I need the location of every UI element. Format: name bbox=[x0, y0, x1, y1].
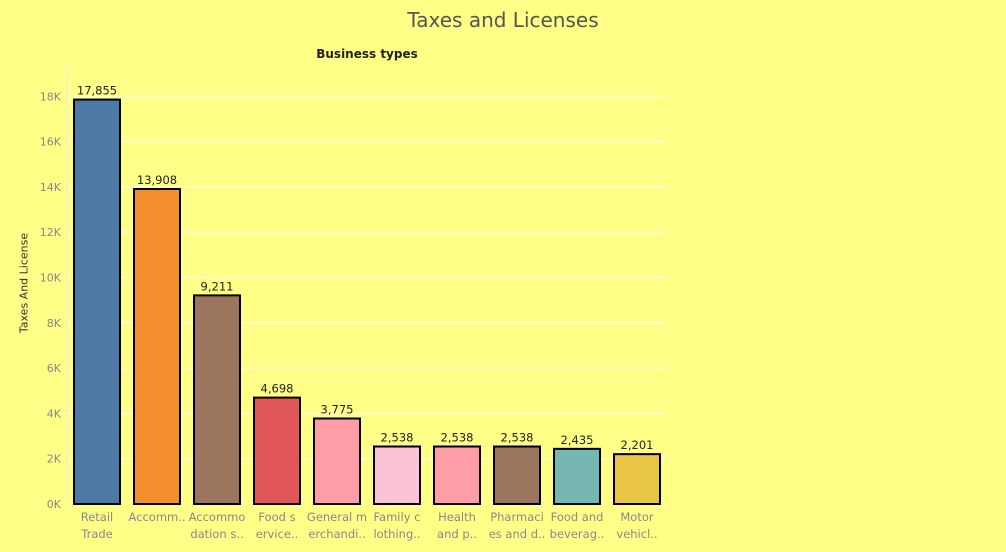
y-tick-label: 6K bbox=[47, 362, 62, 375]
y-tick-label: 12K bbox=[40, 226, 62, 239]
x-tick-label: es and d.. bbox=[489, 527, 546, 541]
bar bbox=[313, 417, 361, 505]
x-tick-label: ervice.. bbox=[256, 527, 299, 541]
x-tick-label: Health bbox=[438, 510, 476, 524]
bar bbox=[553, 447, 601, 506]
bar bbox=[253, 396, 301, 505]
data-label: 9,211 bbox=[201, 279, 234, 293]
x-tick-label: Food and bbox=[551, 510, 604, 524]
data-label: 2,538 bbox=[501, 431, 534, 445]
data-label: 2,538 bbox=[441, 431, 474, 445]
bar bbox=[433, 445, 481, 506]
x-tick-label: Trade bbox=[80, 527, 113, 541]
chart-subtitle: Business types bbox=[316, 47, 418, 61]
x-tick-label: beverag.. bbox=[550, 527, 605, 541]
chart-title: Taxes and Licenses bbox=[407, 8, 599, 32]
x-tick-label: Family c bbox=[374, 510, 421, 524]
x-tick-label: dation s.. bbox=[190, 527, 243, 541]
y-tick-label: 0K bbox=[47, 498, 62, 511]
y-tick-label: 8K bbox=[47, 317, 62, 330]
x-tick-label: Pharmaci bbox=[490, 510, 544, 524]
bar bbox=[193, 294, 241, 505]
data-label: 4,698 bbox=[261, 382, 294, 396]
data-label: 2,538 bbox=[381, 431, 414, 445]
bar bbox=[373, 445, 421, 506]
y-tick-label: 18K bbox=[40, 90, 62, 103]
x-tick-label: Food s bbox=[258, 510, 295, 524]
y-tick-label: 16K bbox=[40, 136, 62, 149]
bar bbox=[73, 98, 121, 505]
y-tick-label: 10K bbox=[40, 272, 62, 285]
bar bbox=[493, 445, 541, 506]
y-tick-label: 4K bbox=[47, 407, 62, 420]
x-tick-label: vehicl.. bbox=[616, 527, 657, 541]
x-tick-label: Motor bbox=[620, 510, 654, 524]
x-tick-label: lothing.. bbox=[373, 527, 420, 541]
bar bbox=[133, 187, 181, 505]
y-tick-label: 2K bbox=[47, 453, 62, 466]
bar bbox=[613, 453, 661, 505]
x-tick-label: General m bbox=[307, 510, 367, 524]
y-tick-label: 14K bbox=[40, 181, 62, 194]
x-tick-label: Retail bbox=[81, 510, 114, 524]
x-tick-label: erchandi.. bbox=[308, 527, 365, 541]
x-tick-label: and p.. bbox=[437, 527, 477, 541]
data-label: 2,435 bbox=[561, 433, 594, 447]
data-label: 2,201 bbox=[621, 438, 654, 452]
x-tick-label: Accomm.. bbox=[128, 510, 185, 524]
data-label: 17,855 bbox=[77, 84, 117, 98]
data-label: 13,908 bbox=[137, 173, 177, 187]
x-tick-label: Accommo bbox=[189, 510, 246, 524]
data-label: 3,775 bbox=[321, 402, 354, 416]
